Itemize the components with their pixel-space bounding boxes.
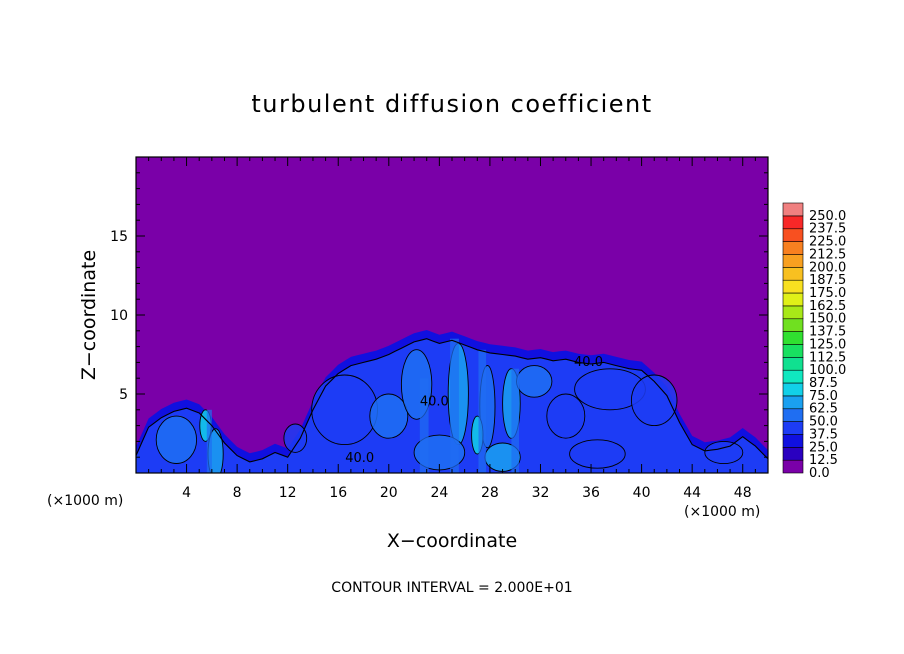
colorbar-swatch	[782, 228, 804, 242]
x-tick-label: 12	[279, 485, 297, 501]
y-axis-label: Z−coordinate	[78, 250, 100, 380]
chart-title: turbulent diffusion coefficient	[251, 90, 652, 118]
colorbar-swatch	[782, 279, 804, 294]
colorbar-swatch	[782, 421, 804, 435]
colorbar-level-label: 212.5	[809, 247, 846, 262]
colorbar-level-label: 125.0	[809, 337, 846, 352]
field-plume	[450, 338, 459, 473]
field-eddy	[704, 440, 744, 465]
y-tick-label: 15	[110, 229, 128, 245]
x-tick-label: 44	[683, 485, 701, 501]
field-plume	[511, 368, 519, 473]
x-tick-label: 28	[481, 485, 499, 501]
x-tick-labels: 4 8 12 16 20 24 28 32 36 40 44 48	[182, 485, 752, 501]
field-plume	[206, 409, 212, 473]
colorbar-level-label: 137.5	[809, 325, 846, 340]
field-plume	[419, 378, 429, 473]
x-tick-label: 48	[734, 485, 752, 501]
colorbar-level-label: 0.0	[809, 466, 830, 481]
contour-interval-note: CONTOUR INTERVAL = 2.000E+01	[331, 580, 572, 596]
x-tick-label: 36	[582, 485, 600, 501]
x-tick-label: 40	[633, 485, 651, 501]
colorbar-level-label: 100.0	[809, 363, 846, 378]
x-tick-label: 20	[380, 485, 398, 501]
colorbar-swatch	[782, 254, 804, 268]
field-eddy	[516, 365, 553, 398]
field-eddy	[155, 415, 198, 464]
colorbar-level-label: 250.0	[809, 209, 846, 224]
colorbar-level-label: 12.5	[809, 453, 838, 468]
contour-label: 40.0	[574, 355, 603, 370]
contour-40-line	[136, 338, 768, 463]
colorbar-level-label: 25.0	[809, 440, 838, 455]
colorbar-swatch	[782, 446, 804, 461]
colorbar-level-label: 50.0	[809, 415, 838, 430]
colorbar-swatch	[782, 434, 804, 448]
y-tick-label: 10	[110, 308, 128, 324]
field-plume	[478, 349, 487, 473]
y-tick-labels: 5 10 15	[110, 229, 128, 403]
field-eddy	[283, 423, 308, 453]
colorbar-level-label: 150.0	[809, 312, 846, 327]
contour-label: 40.0	[420, 394, 449, 409]
colorbar-level-label: 162.5	[809, 299, 846, 314]
colorbar-level-label: 37.5	[809, 427, 838, 442]
colorbar-level-label: 175.0	[809, 286, 846, 301]
colorbar-labels: 0.012.525.037.550.062.575.087.5100.0112.…	[809, 209, 846, 481]
colorbar-swatch	[782, 292, 804, 307]
x-tick-label: 4	[182, 485, 191, 501]
field-eddy	[569, 439, 626, 469]
colorbar-level-label: 187.5	[809, 273, 846, 288]
x-tick-label: 16	[329, 485, 347, 501]
x-tick-label: 24	[430, 485, 448, 501]
x-unit-right: (×1000 m)	[684, 504, 760, 520]
colorbar-swatch	[782, 356, 804, 371]
x-tick-label: 32	[532, 485, 550, 501]
colorbar-swatch	[782, 344, 804, 358]
colorbar	[782, 202, 804, 474]
x-unit-left: (×1000 m)	[47, 493, 123, 509]
field-eddy	[546, 393, 586, 439]
contour-label: 40.0	[345, 451, 374, 466]
colorbar-level-label: 62.5	[809, 402, 838, 417]
plot-area	[135, 156, 769, 474]
colorbar-level-label: 237.5	[809, 222, 846, 237]
colorbar-swatch	[782, 215, 804, 230]
colorbar-swatch	[782, 331, 804, 345]
contour-labels: 40.0 40.0 40.0	[345, 355, 603, 466]
colorbar-level-label: 112.5	[809, 350, 846, 365]
colorbar-level-label: 225.0	[809, 235, 846, 250]
colorbar-swatch	[782, 305, 804, 320]
x-axis-label: X−coordinate	[387, 530, 517, 552]
y-tick-marks	[136, 172, 768, 458]
colorbar-level-label: 75.0	[809, 389, 838, 404]
y-tick-label: 5	[119, 387, 128, 403]
colorbar-swatch	[782, 459, 804, 474]
colorbar-swatch	[782, 202, 804, 217]
field-eddy	[311, 374, 378, 446]
colorbar-swatch	[782, 266, 804, 281]
colorbar-swatch	[782, 318, 804, 332]
colorbar-level-label: 200.0	[809, 260, 846, 275]
colorbar-swatch	[782, 408, 804, 422]
field-eddy	[369, 393, 409, 439]
x-tick-label: 8	[233, 485, 242, 501]
x-tick-marks	[148, 157, 756, 473]
diffusion-field	[136, 330, 768, 473]
field-eddy	[630, 374, 678, 427]
colorbar-level-label: 87.5	[809, 376, 838, 391]
colorbar-swatch	[782, 241, 804, 255]
colorbar-swatch	[782, 395, 804, 410]
colorbar-swatch	[782, 382, 804, 397]
colorbar-swatch	[782, 369, 804, 384]
